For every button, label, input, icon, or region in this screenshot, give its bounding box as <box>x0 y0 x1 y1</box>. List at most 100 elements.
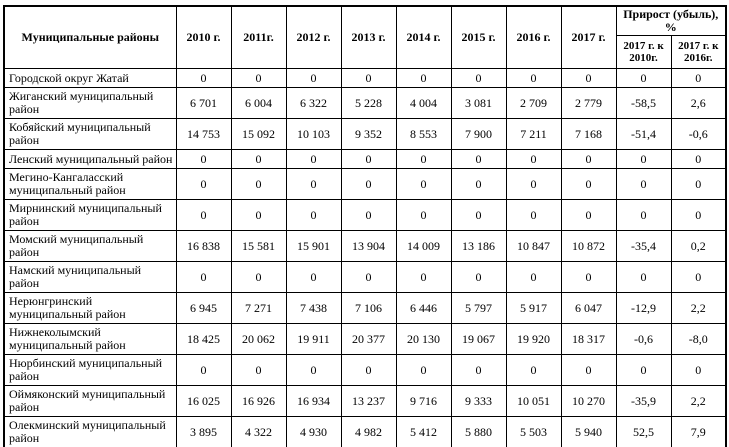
value-cell: 15 901 <box>285 230 342 262</box>
district-name-cell: Оймяконский муниципальный район <box>3 385 177 417</box>
value-cell: 5 797 <box>450 292 507 324</box>
value-cell: 0 <box>230 168 287 200</box>
column-header-districts: Муниципальные районы <box>3 5 177 69</box>
value-cell: 6 322 <box>285 87 342 119</box>
value-cell: 6 446 <box>395 292 452 324</box>
column-group-growth: Прирост (убыль), % <box>615 5 727 36</box>
value-cell: -35,9 <box>615 385 672 417</box>
district-name-cell: Ленский муниципальный район <box>3 149 177 169</box>
value-cell: 2,6 <box>670 87 727 119</box>
value-cell: 6 701 <box>175 87 232 119</box>
value-cell: 0 <box>175 168 232 200</box>
value-cell: 19 067 <box>450 323 507 355</box>
value-cell: 5 228 <box>340 87 397 119</box>
table-row: Нюрбинский муниципальный район 0 0 0 0 0 0 0 0 0 0 <box>3 354 727 386</box>
value-cell: 8 553 <box>395 118 452 150</box>
value-cell: 20 130 <box>395 323 452 355</box>
value-cell: 0 <box>560 199 617 231</box>
value-cell: 0 <box>615 261 672 293</box>
value-cell: 0 <box>670 68 727 88</box>
table-row: Мегино-Кангаласский муниципальный район 0… <box>3 168 727 200</box>
value-cell: 14 753 <box>175 118 232 150</box>
value-cell: 0 <box>505 149 562 169</box>
value-cell: 0 <box>340 149 397 169</box>
value-cell: 0 <box>395 168 452 200</box>
value-cell: 16 934 <box>285 385 342 417</box>
value-cell: 16 025 <box>175 385 232 417</box>
value-cell: 9 333 <box>450 385 507 417</box>
value-cell: 13 904 <box>340 230 397 262</box>
value-cell: 5 880 <box>450 416 507 447</box>
value-cell: 0 <box>175 199 232 231</box>
value-cell: 4 004 <box>395 87 452 119</box>
table-row: Ленский муниципальный район 0 0 0 0 0 0 0 0 0 0 <box>3 149 727 169</box>
value-cell: 0 <box>230 354 287 386</box>
value-cell: 0 <box>450 354 507 386</box>
value-cell: 10 847 <box>505 230 562 262</box>
value-cell: 0 <box>505 199 562 231</box>
value-cell: 52,5 <box>615 416 672 447</box>
value-cell: 6 004 <box>230 87 287 119</box>
district-name-cell: Нюрбинский муниципальный район <box>3 354 177 386</box>
value-cell: 0 <box>505 168 562 200</box>
value-cell: 3 895 <box>175 416 232 447</box>
value-cell: 2 779 <box>560 87 617 119</box>
value-cell: 0 <box>230 68 287 88</box>
value-cell: 0 <box>505 354 562 386</box>
value-cell: -58,5 <box>615 87 672 119</box>
value-cell: 15 092 <box>230 118 287 150</box>
value-cell: 0 <box>230 149 287 169</box>
value-cell: 0 <box>450 168 507 200</box>
column-header-2010: 2010 г. <box>175 5 232 69</box>
value-cell: 18 425 <box>175 323 232 355</box>
value-cell: 5 503 <box>505 416 562 447</box>
value-cell: -51,4 <box>615 118 672 150</box>
district-name-cell: Олекминский муниципальный район <box>3 416 177 447</box>
value-cell: 7 900 <box>450 118 507 150</box>
value-cell: -12,9 <box>615 292 672 324</box>
column-header-2015: 2015 г. <box>450 5 507 69</box>
column-header-2017: 2017 г. <box>560 5 617 69</box>
value-cell: 4 322 <box>230 416 287 447</box>
table-row: Момский муниципальный район 16 838 15 581 1… <box>3 230 727 262</box>
value-cell: 18 317 <box>560 323 617 355</box>
table-row: Нижнеколымский муниципальный район 18 425… <box>3 323 727 355</box>
value-cell: 0 <box>560 261 617 293</box>
value-cell: 0 <box>560 68 617 88</box>
value-cell: 2 709 <box>505 87 562 119</box>
column-header-2011: 2011г. <box>230 5 287 69</box>
value-cell: 0 <box>395 199 452 231</box>
value-cell: 6 047 <box>560 292 617 324</box>
value-cell: 0 <box>615 199 672 231</box>
district-name-cell: Нижнеколымский муниципальный район <box>3 323 177 355</box>
value-cell: 0 <box>340 261 397 293</box>
table-header: Муниципальные районы 2010 г. 2011г. 2012… <box>3 5 727 69</box>
table-row: Жиганский муниципальный район 6 701 6 004 6… <box>3 87 727 119</box>
value-cell: 0 <box>670 168 727 200</box>
value-cell: 6 945 <box>175 292 232 324</box>
value-cell: -35,4 <box>615 230 672 262</box>
column-header-growth-2017-vs-2010: 2017 г. к 2010г. <box>615 35 672 69</box>
value-cell: 0 <box>615 354 672 386</box>
value-cell: 15 581 <box>230 230 287 262</box>
value-cell: 20 062 <box>230 323 287 355</box>
value-cell: 0 <box>670 261 727 293</box>
value-cell: 0 <box>560 149 617 169</box>
value-cell: -0,6 <box>615 323 672 355</box>
value-cell: 0 <box>450 199 507 231</box>
value-cell: 0 <box>615 149 672 169</box>
value-cell: 3 081 <box>450 87 507 119</box>
table-row: Кобяйский муниципальный район 14 753 15 09… <box>3 118 727 150</box>
value-cell: 0 <box>175 149 232 169</box>
value-cell: 0 <box>450 149 507 169</box>
value-cell: 5 412 <box>395 416 452 447</box>
value-cell: 7 438 <box>285 292 342 324</box>
table-body: Городской округ Жатай 0 0 0 0 0 0 0 0 0 0 Жиганский… <box>3 68 727 447</box>
value-cell: 0 <box>285 168 342 200</box>
value-cell: 4 930 <box>285 416 342 447</box>
value-cell: 0 <box>175 261 232 293</box>
value-cell: 0 <box>285 354 342 386</box>
value-cell: 13 237 <box>340 385 397 417</box>
value-cell: 0 <box>340 199 397 231</box>
value-cell: 0 <box>340 168 397 200</box>
